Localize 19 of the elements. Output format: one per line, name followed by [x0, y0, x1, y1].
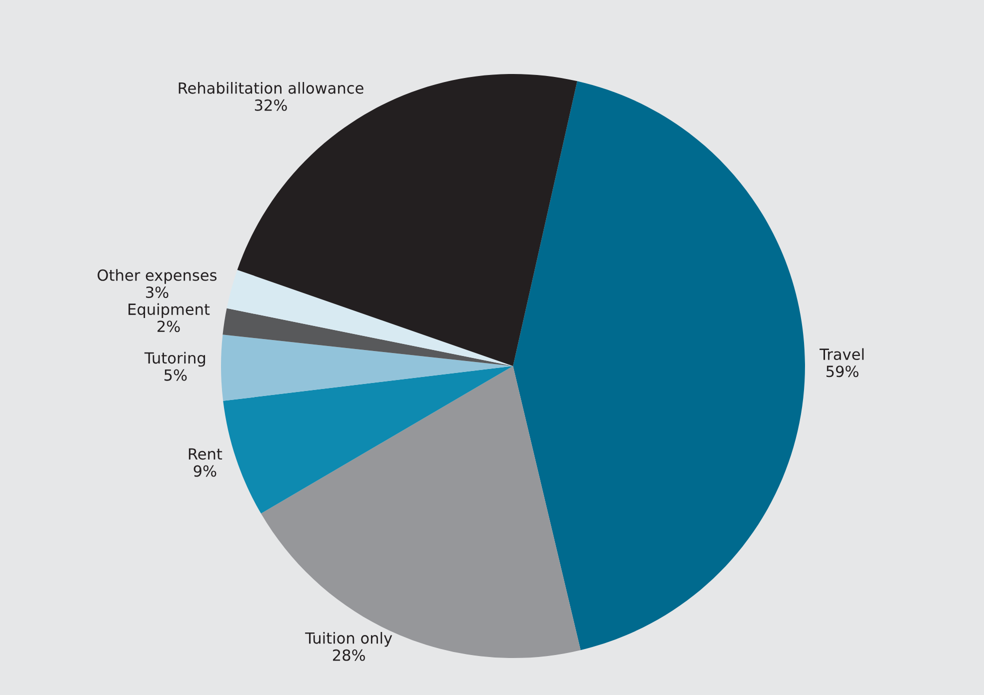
slice-label: Rehabilitation allowance — [178, 82, 364, 94]
pie-slice — [222, 308, 513, 366]
data-label: 9% — [194, 465, 216, 477]
slice-label: Travel — [820, 348, 864, 360]
data-label: 2% — [158, 320, 180, 332]
slice-label: Other expenses — [98, 269, 217, 284]
pie-slice — [223, 366, 513, 514]
data-label: 59% — [826, 366, 858, 378]
pie-slice — [226, 270, 513, 366]
pie-slice — [513, 81, 805, 650]
slice-label: Tutoring — [144, 352, 206, 367]
slice-label: Rent — [188, 448, 222, 460]
pie-slice — [221, 334, 513, 401]
data-label: 3% — [146, 286, 168, 298]
data-label: 32% — [254, 99, 287, 111]
data-label: 28% — [332, 649, 365, 661]
data-label: 5% — [164, 369, 187, 381]
slice-label: Equipment — [128, 303, 210, 318]
slice-label: Tuition only — [305, 632, 392, 647]
